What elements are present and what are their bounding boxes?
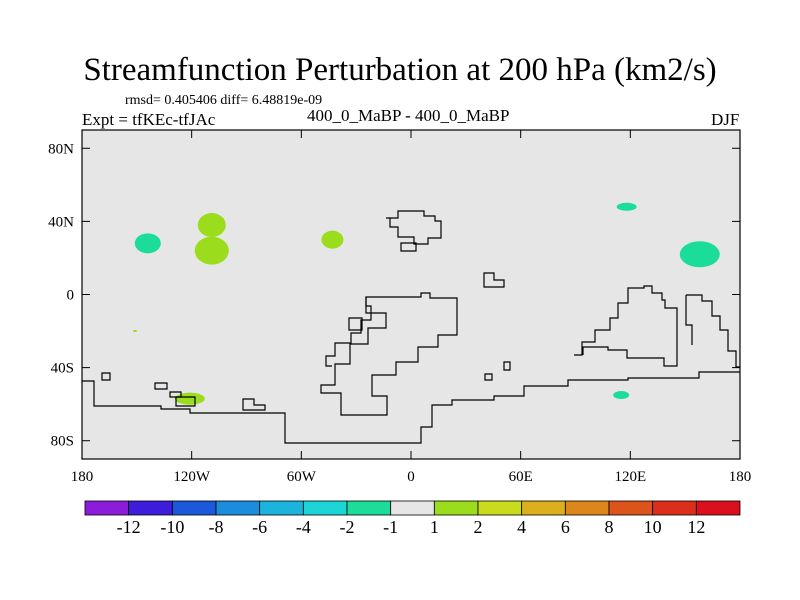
colorbar-label: -12 (117, 517, 141, 537)
x-tick-label: 120E (614, 469, 646, 485)
colorbar-label: 8 (605, 517, 614, 537)
colorbar-swatch (608, 500, 654, 516)
colorbar-swatch (521, 500, 566, 516)
colorbar-label: -6 (252, 517, 267, 537)
colorbar-label: -1 (383, 517, 398, 537)
colorbar: -12 -10 -8 -6 -4 -2 -1 1 2 4 6 8 10 12 (84, 500, 741, 537)
map-field (82, 130, 740, 459)
experiment-label: Expt = tfKEc-tfJAc (82, 110, 216, 129)
y-tick-label: 80N (48, 141, 74, 157)
positive-anomaly-region (197, 213, 226, 238)
colorbar-swatch (171, 500, 217, 516)
stats-line: rmsd= 0.405406 diff= 6.48819e-09 (125, 93, 323, 108)
colorbar-label: 6 (561, 517, 570, 537)
colorbar-label: 2 (474, 517, 483, 537)
colorbar-label: -8 (209, 517, 224, 537)
colorbar-label: 10 (644, 517, 662, 537)
x-tick-label: 0 (407, 469, 415, 485)
x-tick-label: 60E (509, 469, 533, 485)
colorbar-label: -2 (340, 517, 355, 537)
x-tick-label: 60W (287, 469, 317, 485)
chart-title: Streamfunction Perturbation at 200 hPa (… (83, 52, 717, 88)
case-label: 400_0_MaBP - 400_0_MaBP (307, 106, 510, 125)
field-background (82, 130, 740, 459)
colorbar-swatch (259, 500, 304, 516)
negative-anomaly-region (613, 391, 630, 400)
colorbar-swatch (695, 500, 741, 516)
colorbar-label: 12 (687, 517, 705, 537)
positive-anomaly-region (321, 230, 344, 249)
colorbar-swatch (346, 500, 392, 516)
season-label: DJF (711, 110, 740, 129)
positive-anomaly-region (133, 330, 138, 333)
negative-anomaly-region (134, 233, 161, 254)
x-tick-label: 120W (173, 469, 211, 485)
x-tick-label: 180 (729, 469, 752, 485)
colorbar-label: 1 (430, 517, 439, 537)
colorbar-swatch (215, 500, 261, 516)
y-tick-label: 40N (48, 214, 74, 230)
positive-anomaly-region (174, 392, 205, 405)
colorbar-swatch (84, 500, 130, 516)
y-tick-label: 40S (51, 361, 74, 377)
colorbar-label: -4 (296, 517, 311, 537)
colorbar-label: -10 (160, 517, 184, 537)
colorbar-swatch (477, 500, 523, 516)
x-tick-label: 180 (71, 469, 94, 485)
negative-anomaly-region (679, 241, 720, 268)
colorbar-swatch (390, 500, 435, 516)
axis-ticks: 180 120W 60W 0 60E 120E 180 80N 40N 0 40S 80S (48, 130, 751, 485)
colorbar-label: 4 (517, 517, 526, 537)
y-tick-label: 80S (51, 434, 74, 450)
colorbar-swatch (302, 500, 348, 516)
colorbar-swatch (652, 500, 697, 516)
colorbar-swatch (564, 500, 610, 516)
colorbar-swatch (433, 500, 479, 516)
positive-anomaly-region (194, 236, 229, 265)
coastlines (82, 210, 740, 444)
colorbar-swatch (128, 500, 173, 516)
negative-anomaly-region (616, 202, 637, 211)
y-tick-label: 0 (67, 288, 75, 304)
